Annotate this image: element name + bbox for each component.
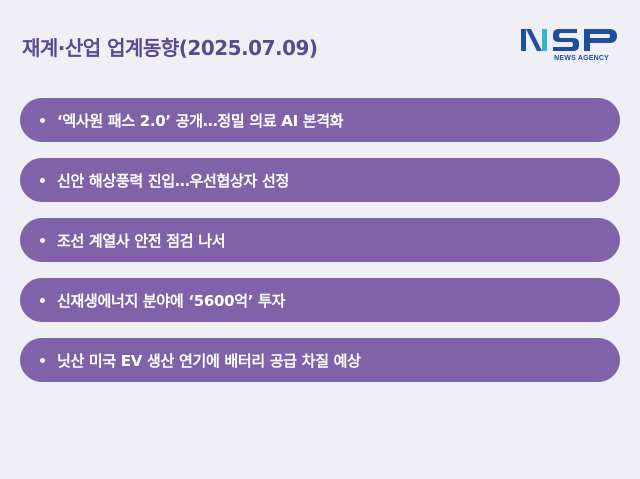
page-title: 재계·산업 업계동향(2025.07.09) (22, 36, 318, 60)
nsp-logo: NEWS AGENCY (519, 26, 623, 68)
headline-text: 신재생에너지 분야에 ‘5600억’ 투자 (57, 291, 286, 310)
headline-text: ‘엑사원 패스 2.0’ 공개…정밀 의료 AI 본격화 (57, 111, 344, 130)
headline-item[interactable]: ‘엑사원 패스 2.0’ 공개…정밀 의료 AI 본격화 (20, 98, 620, 142)
headline-item[interactable]: 닛산 미국 EV 생산 연기에 배터리 공급 차질 예상 (20, 338, 620, 382)
logo-subtitle: NEWS AGENCY (554, 55, 609, 62)
bullet-icon (40, 177, 45, 183)
bullet-icon (40, 237, 45, 243)
headline-item[interactable]: 조선 계열사 안전 점검 나서 (20, 218, 620, 262)
headline-item[interactable]: 신안 해상풍력 진입…우선협상자 선정 (20, 158, 620, 202)
bullet-icon (40, 357, 45, 363)
headline-item[interactable]: 신재생에너지 분야에 ‘5600억’ 투자 (20, 278, 620, 322)
nsp-logo-mark (521, 29, 617, 51)
headline-text: 신안 해상풍력 진입…우선협상자 선정 (57, 171, 289, 190)
bullet-icon (40, 117, 45, 123)
headline-text: 조선 계열사 안전 점검 나서 (57, 231, 226, 250)
headline-list: ‘엑사원 패스 2.0’ 공개…정밀 의료 AI 본격화 신안 해상풍력 진입…… (20, 98, 620, 398)
headline-text: 닛산 미국 EV 생산 연기에 배터리 공급 차질 예상 (57, 351, 361, 370)
bullet-icon (40, 297, 45, 303)
